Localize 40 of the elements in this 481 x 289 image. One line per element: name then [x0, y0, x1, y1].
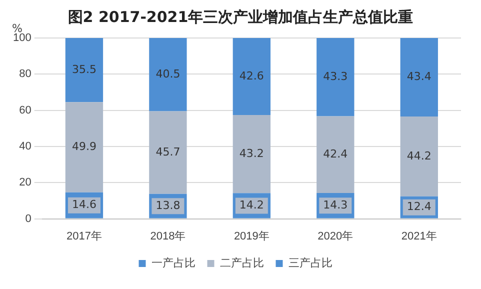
data-label: 14.3: [323, 198, 348, 212]
bar: [149, 38, 187, 112]
x-tick-label: 2018年: [150, 230, 186, 242]
data-label: 13.8: [156, 198, 180, 212]
bar: [316, 116, 354, 193]
data-label: 43.2: [239, 146, 264, 160]
data-label: 14.2: [239, 198, 264, 212]
bar: [232, 115, 271, 194]
x-tick-label: 2021年: [401, 230, 437, 242]
data-label: 42.6: [239, 69, 264, 82]
data-label: 14.6: [72, 198, 96, 212]
y-tick-label: 20: [19, 176, 32, 189]
data-label: 43.3: [323, 70, 348, 84]
bar: [316, 38, 354, 116]
chart-title: 图2 2017-2021年三次产业增加值占生产总值比重: [68, 8, 414, 26]
x-tick-label: 2020年: [318, 230, 354, 242]
y-tick-label: 60: [19, 104, 32, 116]
bar: [400, 38, 438, 116]
data-label: 43.4: [406, 70, 432, 84]
data-label: 12.4: [406, 200, 432, 214]
data-label: 49.9: [72, 140, 96, 154]
x-tick-label: 2017年: [66, 230, 102, 242]
bar: [400, 116, 438, 196]
data-label: 44.2: [406, 149, 432, 162]
bar: [149, 111, 187, 194]
y-tick-label: 0: [25, 212, 32, 225]
x-tick-label: 2019年: [234, 230, 270, 242]
bar: [232, 38, 271, 116]
data-label: 35.5: [72, 62, 96, 76]
y-tick-label: 80: [19, 68, 32, 80]
y-tick-label: 40: [19, 140, 32, 153]
data-label: 40.5: [156, 67, 180, 80]
bar: [65, 38, 104, 102]
data-label: 42.4: [323, 147, 348, 160]
legend-label: 二产占比: [220, 256, 264, 270]
legend-label: 三产占比: [288, 256, 332, 270]
bar: [65, 102, 104, 192]
legend-label: 一产占比: [151, 256, 196, 270]
y-tick-label: 100: [12, 32, 32, 44]
data-label: 45.7: [156, 145, 180, 158]
